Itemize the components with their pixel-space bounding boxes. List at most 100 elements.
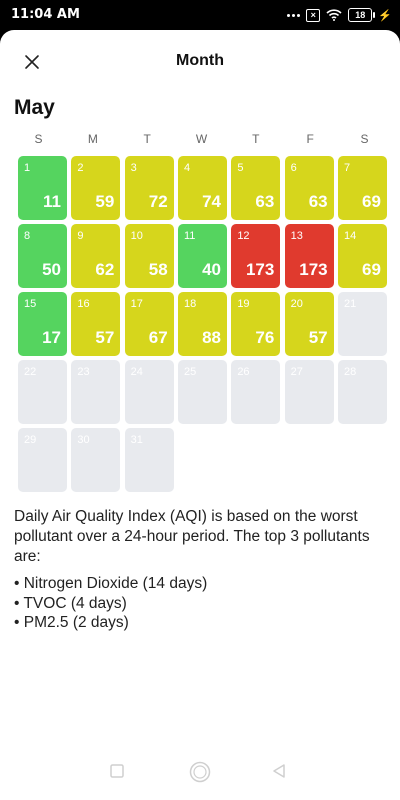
- calendar-day-24[interactable]: 24: [124, 360, 174, 424]
- month-label: May: [14, 96, 55, 119]
- day-number: 10: [130, 230, 143, 242]
- day-number: 18: [183, 298, 197, 310]
- pollutant-item: Nitrogen Dioxide (14 days): [14, 574, 386, 594]
- status-bar: 11:04 AM × 18 ⚡: [0, 0, 400, 30]
- navigation-bar: [0, 748, 400, 800]
- month-sheet: Month May S M T W T F S 1 11 2 59 3 72 4 74 5 63 6…: [0, 30, 400, 800]
- calendar-day-14[interactable]: 14 69: [337, 224, 387, 288]
- aqi-value: 76: [255, 328, 275, 347]
- pollutant-item: TVOC (4 days): [14, 594, 386, 614]
- calendar-day-8[interactable]: 8 50: [18, 224, 67, 288]
- calendar-day-13[interactable]: 13 173: [284, 224, 334, 288]
- calendar-day-1[interactable]: 1 11: [18, 156, 67, 220]
- square-icon: [110, 764, 124, 778]
- close-button[interactable]: [18, 48, 46, 76]
- day-number: 22: [24, 366, 37, 378]
- aqi-value: 63: [255, 192, 275, 211]
- weekday-label: M: [87, 132, 98, 146]
- circle-icon: [189, 761, 211, 783]
- wifi-icon: [326, 9, 342, 21]
- aqi-value: 69: [362, 260, 381, 279]
- close-icon: [25, 55, 39, 69]
- calendar-day-20[interactable]: 20 57: [284, 292, 334, 356]
- day-number: 12: [237, 230, 250, 242]
- pollutant-item: PM2.5 (2 days): [14, 613, 386, 633]
- day-number: 20: [290, 298, 303, 310]
- day-number: 15: [24, 298, 37, 310]
- day-number: 16: [77, 298, 90, 310]
- calendar-day-18[interactable]: 18 88: [177, 292, 227, 356]
- weekday-header: S M T W T F S: [14, 132, 387, 148]
- day-number: 27: [290, 366, 303, 378]
- calendar-day-21[interactable]: 21: [337, 292, 387, 356]
- weekday-label: S: [360, 132, 369, 146]
- calendar-day-23[interactable]: 23: [71, 360, 121, 424]
- day-number: 30: [77, 434, 90, 446]
- aqi-value: 72: [148, 192, 168, 211]
- triangle-back-icon: [273, 764, 285, 778]
- calendar-day-9[interactable]: 9 62: [71, 224, 121, 288]
- battery-icon: 18: [348, 8, 376, 22]
- calendar-day-31[interactable]: 31: [124, 428, 174, 492]
- aqi-value: 88: [202, 328, 221, 347]
- calendar-day-28[interactable]: 28: [337, 360, 387, 424]
- calendar-day-10[interactable]: 10 58: [124, 224, 174, 288]
- more-notifications-icon: [287, 13, 301, 17]
- aqi-value: 50: [42, 260, 61, 279]
- calendar-day-30[interactable]: 30: [71, 428, 121, 492]
- calendar-day-26[interactable]: 26: [231, 360, 281, 424]
- calendar-day-4[interactable]: 4 74: [177, 156, 227, 220]
- aqi-value: 63: [308, 192, 328, 211]
- calendar-day-16[interactable]: 16 57: [71, 292, 121, 356]
- day-number: 17: [130, 298, 143, 310]
- day-number: 4: [183, 162, 191, 174]
- day-number: 1: [24, 162, 31, 174]
- calendar-day-29[interactable]: 29: [18, 428, 67, 492]
- weekday-label: S: [34, 132, 43, 146]
- day-number: 5: [237, 162, 244, 174]
- day-number: 19: [237, 298, 250, 310]
- day-number: 26: [237, 366, 250, 378]
- calendar-day-17[interactable]: 17 67: [124, 292, 174, 356]
- home-button[interactable]: [189, 761, 211, 788]
- calendar-day-12[interactable]: 12 173: [231, 224, 281, 288]
- calendar-grid: 1 11 2 59 3 72 4 74 5 63 6 63 7 69 8 50 9 62 10 58 11 40 12 173…: [18, 156, 387, 492]
- calendar-day-3[interactable]: 3 72: [124, 156, 174, 220]
- day-number: 24: [130, 366, 143, 378]
- pollutant-list: Nitrogen Dioxide (14 days) TVOC (4 days)…: [14, 574, 386, 633]
- aqi-value: 173: [299, 260, 328, 279]
- weekday-label: W: [195, 132, 208, 146]
- recents-button[interactable]: [110, 764, 124, 783]
- back-button[interactable]: [272, 764, 286, 783]
- aqi-value: 58: [148, 260, 168, 279]
- day-number: 28: [343, 366, 357, 378]
- aqi-value: 67: [148, 328, 168, 347]
- aqi-description: Daily Air Quality Index (AQI) is based o…: [14, 508, 370, 565]
- status-time: 11:04 AM: [11, 7, 80, 22]
- day-number: 3: [130, 162, 137, 174]
- day-number: 11: [183, 230, 196, 242]
- calendar-day-5[interactable]: 5 63: [231, 156, 281, 220]
- day-number: 6: [290, 162, 297, 174]
- day-number: 9: [77, 230, 84, 242]
- day-number: 31: [130, 434, 143, 446]
- sheet-title: Month: [176, 52, 224, 69]
- calendar-day-27[interactable]: 27: [284, 360, 334, 424]
- aqi-value: 74: [202, 192, 221, 211]
- calendar-day-15[interactable]: 15 17: [18, 292, 67, 356]
- day-number: 13: [290, 230, 303, 242]
- aqi-value: 62: [95, 260, 115, 279]
- aqi-value: 11: [43, 192, 61, 211]
- aqi-value: 57: [95, 328, 115, 347]
- day-number: 7: [343, 162, 351, 174]
- calendar-day-7[interactable]: 7 69: [337, 156, 387, 220]
- aqi-value: 69: [362, 192, 381, 211]
- calendar-day-11[interactable]: 11 40: [177, 224, 227, 288]
- calendar-day-22[interactable]: 22: [18, 360, 67, 424]
- calendar-day-25[interactable]: 25: [177, 360, 227, 424]
- calendar-day-2[interactable]: 2 59: [71, 156, 121, 220]
- weekday-label: T: [252, 132, 260, 146]
- calendar-day-19[interactable]: 19 76: [231, 292, 281, 356]
- calendar-day-6[interactable]: 6 63: [284, 156, 334, 220]
- aqi-value: 17: [42, 328, 61, 347]
